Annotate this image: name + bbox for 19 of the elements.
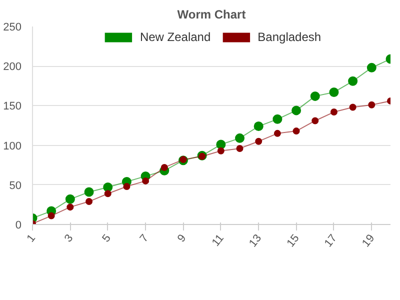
x-tick-label: 19 [360, 232, 378, 250]
x-tick-label: 15 [284, 232, 302, 250]
x-tick-label: 13 [247, 232, 264, 250]
y-tick-label: 100 [3, 140, 22, 152]
y-tick-label: 250 [3, 22, 22, 34]
legend-label: Bangladesh [258, 30, 322, 44]
x-tick-label: 3 [62, 232, 76, 245]
y-tick-label: 150 [3, 100, 22, 113]
x-tick-label: 5 [100, 232, 114, 245]
x-tick-label: 9 [176, 232, 189, 245]
legend-label: New Zealand [140, 30, 211, 44]
chart-title: Worm Chart [177, 8, 246, 22]
x-tick-label: 11 [210, 232, 226, 249]
y-tick-label: 200 [3, 61, 22, 74]
y-tick-label: 0 [15, 220, 22, 232]
x-tick-label: 1 [24, 232, 38, 245]
x-tick-label: 17 [322, 232, 340, 250]
y-tick-label: 50 [9, 180, 22, 192]
x-tick-label: 7 [138, 232, 152, 245]
